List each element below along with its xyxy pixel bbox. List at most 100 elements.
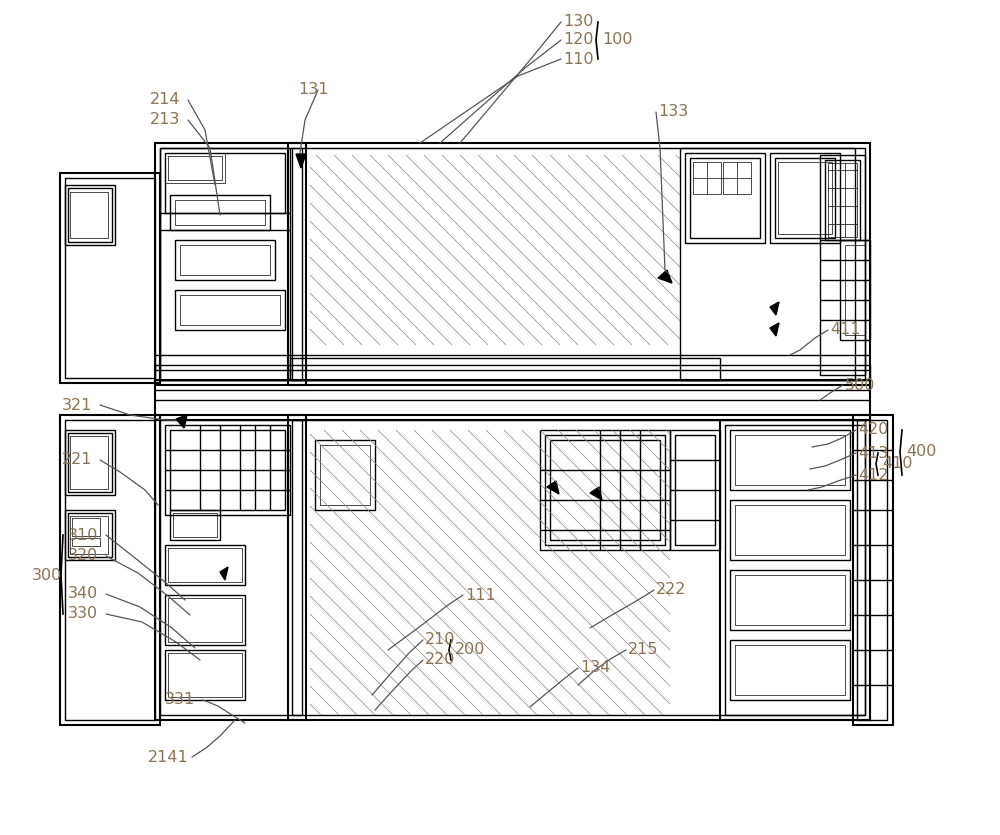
Bar bbox=[845, 245, 865, 335]
Text: 222: 222 bbox=[656, 583, 686, 598]
Bar bbox=[160, 148, 865, 380]
Bar bbox=[685, 153, 765, 243]
Bar bbox=[155, 143, 870, 385]
Text: 131: 131 bbox=[298, 83, 328, 98]
Bar bbox=[173, 513, 217, 537]
Bar bbox=[735, 645, 845, 695]
Bar bbox=[675, 435, 715, 545]
Bar bbox=[540, 430, 670, 550]
Bar bbox=[290, 358, 720, 380]
Text: 340: 340 bbox=[68, 586, 98, 601]
Bar bbox=[545, 435, 665, 545]
Text: 410: 410 bbox=[882, 457, 912, 472]
Text: 321: 321 bbox=[62, 397, 92, 412]
Text: 420: 420 bbox=[858, 423, 888, 438]
Text: 210: 210 bbox=[425, 632, 456, 647]
Bar bbox=[65, 185, 115, 245]
Bar bbox=[857, 420, 887, 720]
Bar bbox=[72, 518, 100, 536]
Bar bbox=[735, 575, 845, 625]
Text: 215: 215 bbox=[628, 642, 658, 657]
Bar bbox=[65, 430, 115, 495]
Bar bbox=[170, 510, 220, 540]
Bar bbox=[770, 153, 840, 243]
Bar bbox=[165, 545, 245, 585]
Bar bbox=[168, 156, 222, 180]
Bar bbox=[180, 245, 270, 275]
Bar bbox=[735, 505, 845, 555]
Bar bbox=[778, 162, 832, 234]
Bar bbox=[730, 640, 850, 700]
Bar bbox=[840, 240, 870, 340]
Text: 221: 221 bbox=[62, 453, 92, 468]
Bar bbox=[175, 290, 285, 330]
Text: 412: 412 bbox=[858, 468, 889, 483]
Bar bbox=[693, 162, 721, 194]
Bar bbox=[288, 143, 306, 385]
Bar bbox=[292, 420, 302, 715]
Bar bbox=[155, 365, 870, 380]
Text: 133: 133 bbox=[658, 104, 688, 119]
Bar bbox=[820, 155, 865, 375]
Text: 100: 100 bbox=[602, 33, 633, 48]
Text: 300: 300 bbox=[32, 568, 62, 583]
Bar bbox=[168, 598, 242, 642]
Text: 413: 413 bbox=[858, 446, 888, 460]
Bar bbox=[828, 163, 857, 237]
Bar bbox=[168, 653, 242, 697]
Bar bbox=[68, 433, 112, 492]
Bar bbox=[165, 650, 245, 700]
Text: 120: 120 bbox=[563, 33, 594, 48]
Bar bbox=[168, 548, 242, 582]
Text: 130: 130 bbox=[563, 14, 593, 29]
Text: 134: 134 bbox=[580, 660, 610, 676]
Bar bbox=[155, 380, 870, 420]
Bar bbox=[723, 162, 751, 194]
Bar bbox=[70, 192, 108, 238]
Polygon shape bbox=[220, 567, 228, 580]
Polygon shape bbox=[547, 481, 559, 494]
Polygon shape bbox=[176, 415, 187, 428]
Text: 331: 331 bbox=[165, 692, 195, 707]
Text: 310: 310 bbox=[68, 528, 98, 543]
Bar bbox=[165, 153, 225, 183]
Bar bbox=[680, 148, 855, 380]
Bar bbox=[70, 516, 108, 554]
Bar bbox=[315, 440, 375, 510]
Bar bbox=[165, 595, 245, 645]
Text: 213: 213 bbox=[150, 113, 180, 128]
Bar bbox=[165, 153, 285, 213]
Bar bbox=[825, 160, 860, 240]
Bar bbox=[550, 440, 660, 540]
Bar bbox=[65, 420, 155, 720]
Text: 411: 411 bbox=[830, 322, 861, 337]
Bar bbox=[730, 430, 850, 490]
Text: 500: 500 bbox=[845, 377, 875, 392]
Bar bbox=[60, 173, 160, 383]
Bar bbox=[690, 158, 760, 238]
Text: 200: 200 bbox=[455, 642, 485, 657]
Text: 220: 220 bbox=[425, 652, 455, 667]
Polygon shape bbox=[770, 323, 779, 336]
Bar bbox=[730, 500, 850, 560]
Bar bbox=[288, 415, 306, 720]
Bar bbox=[65, 178, 155, 378]
Bar bbox=[68, 513, 112, 557]
Polygon shape bbox=[770, 302, 779, 315]
Text: 111: 111 bbox=[465, 588, 496, 603]
Text: 2141: 2141 bbox=[148, 750, 189, 765]
Text: 320: 320 bbox=[68, 549, 98, 564]
Bar bbox=[730, 570, 850, 630]
Bar bbox=[320, 445, 370, 505]
Bar bbox=[725, 425, 865, 715]
Polygon shape bbox=[658, 270, 672, 283]
Text: 400: 400 bbox=[906, 444, 936, 459]
Bar bbox=[720, 420, 870, 720]
Bar bbox=[170, 195, 270, 230]
Polygon shape bbox=[296, 154, 306, 168]
Polygon shape bbox=[590, 487, 602, 500]
Text: 330: 330 bbox=[68, 606, 98, 621]
Bar bbox=[180, 295, 280, 325]
Bar bbox=[72, 538, 100, 546]
Bar bbox=[170, 430, 285, 510]
